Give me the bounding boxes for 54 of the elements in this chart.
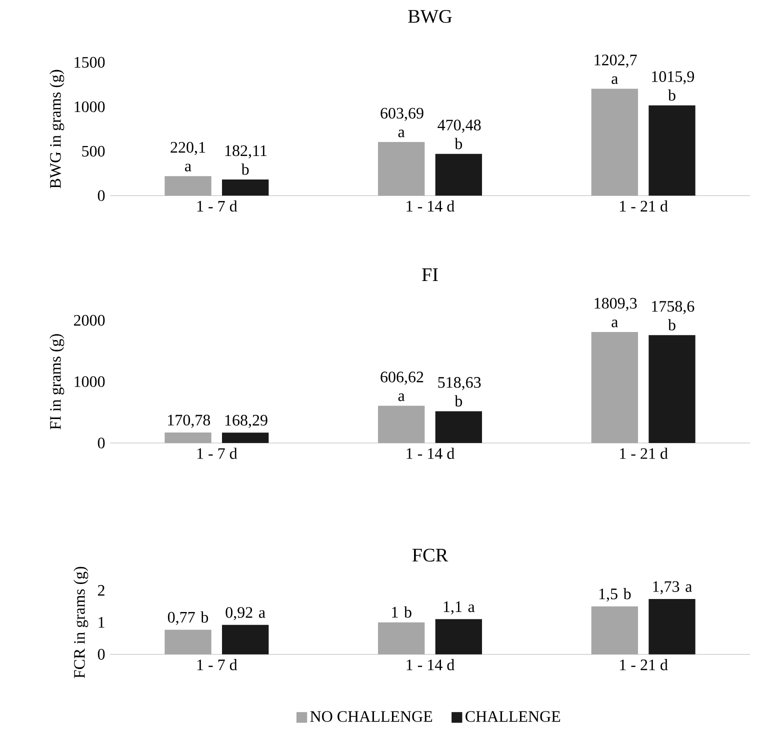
data-label: 1,1 a [444, 601, 475, 614]
bar [222, 624, 269, 654]
data-label: 220,1 a [170, 142, 206, 172]
y-tick-label: 2 [98, 585, 104, 596]
y-tick-label: 0 [98, 648, 105, 660]
bar [648, 335, 696, 443]
data-label: 1 b [392, 606, 412, 618]
x-tick-label: 1 - 7 d [197, 448, 238, 459]
y-tick-label: 0 [98, 438, 105, 448]
chart-title: FI [422, 268, 438, 281]
data-label: 170,78 [168, 414, 210, 428]
data-label: 1202,7 a [594, 54, 637, 84]
y-tick-label: 1500 [74, 56, 105, 68]
x-tick-label: 1 - 21 d [620, 448, 668, 459]
chart-title: FCR [412, 548, 448, 562]
y-tick-label: 1000 [74, 101, 105, 112]
y-tick-label: 500 [82, 146, 105, 157]
y-tick-label: 0 [98, 190, 105, 202]
bar [222, 432, 269, 443]
data-label: 1809,3 a [594, 298, 637, 328]
y-tick-label: 1 [98, 617, 104, 628]
data-label: 1,5 b [599, 588, 631, 602]
y-tick-label: 1000 [74, 376, 105, 388]
x-tick-label: 1 - 7 d [197, 200, 238, 212]
x-tick-label: 1 - 14 d [406, 448, 454, 459]
data-label: 168,29 [225, 414, 268, 428]
data-label: 518,63 b [438, 377, 481, 406]
x-tick-label: 1 - 21 d [620, 659, 668, 670]
data-label: 182,11 b [225, 145, 266, 175]
bar [648, 598, 696, 654]
data-label: 470,48 b [438, 120, 481, 150]
data-label: 1758,6 b [652, 300, 694, 330]
chart-title: BWG [408, 10, 452, 23]
x-tick-label: 1 - 21 d [620, 200, 668, 212]
data-label: 0,92 a [226, 607, 266, 620]
bar [435, 619, 482, 654]
bar [648, 105, 696, 196]
y-axis-title: BWG in grams (g) [50, 70, 64, 188]
data-label: 603,69 a [380, 108, 424, 138]
legend-label: CHALLENGE [466, 711, 560, 722]
x-tick-label: 1 - 14 d [406, 200, 454, 212]
x-tick-label: 1 - 14 d [406, 659, 454, 670]
y-axis-title: FCR in grams (g) [74, 566, 88, 678]
bar [222, 179, 269, 196]
y-axis-title: FI in grams (g) [50, 334, 64, 430]
data-label: 1015,9 b [652, 71, 694, 101]
data-label: 606,62 a [380, 372, 424, 402]
x-tick-label: 1 - 7 d [197, 659, 238, 670]
y-tick-label: 2000 [74, 314, 105, 326]
data-label: 1,73 a [653, 581, 692, 594]
bar [435, 154, 482, 196]
data-label: 0,77 b [168, 611, 208, 625]
bar [435, 411, 482, 443]
legend-label: NO CHALLENGE [310, 711, 432, 722]
